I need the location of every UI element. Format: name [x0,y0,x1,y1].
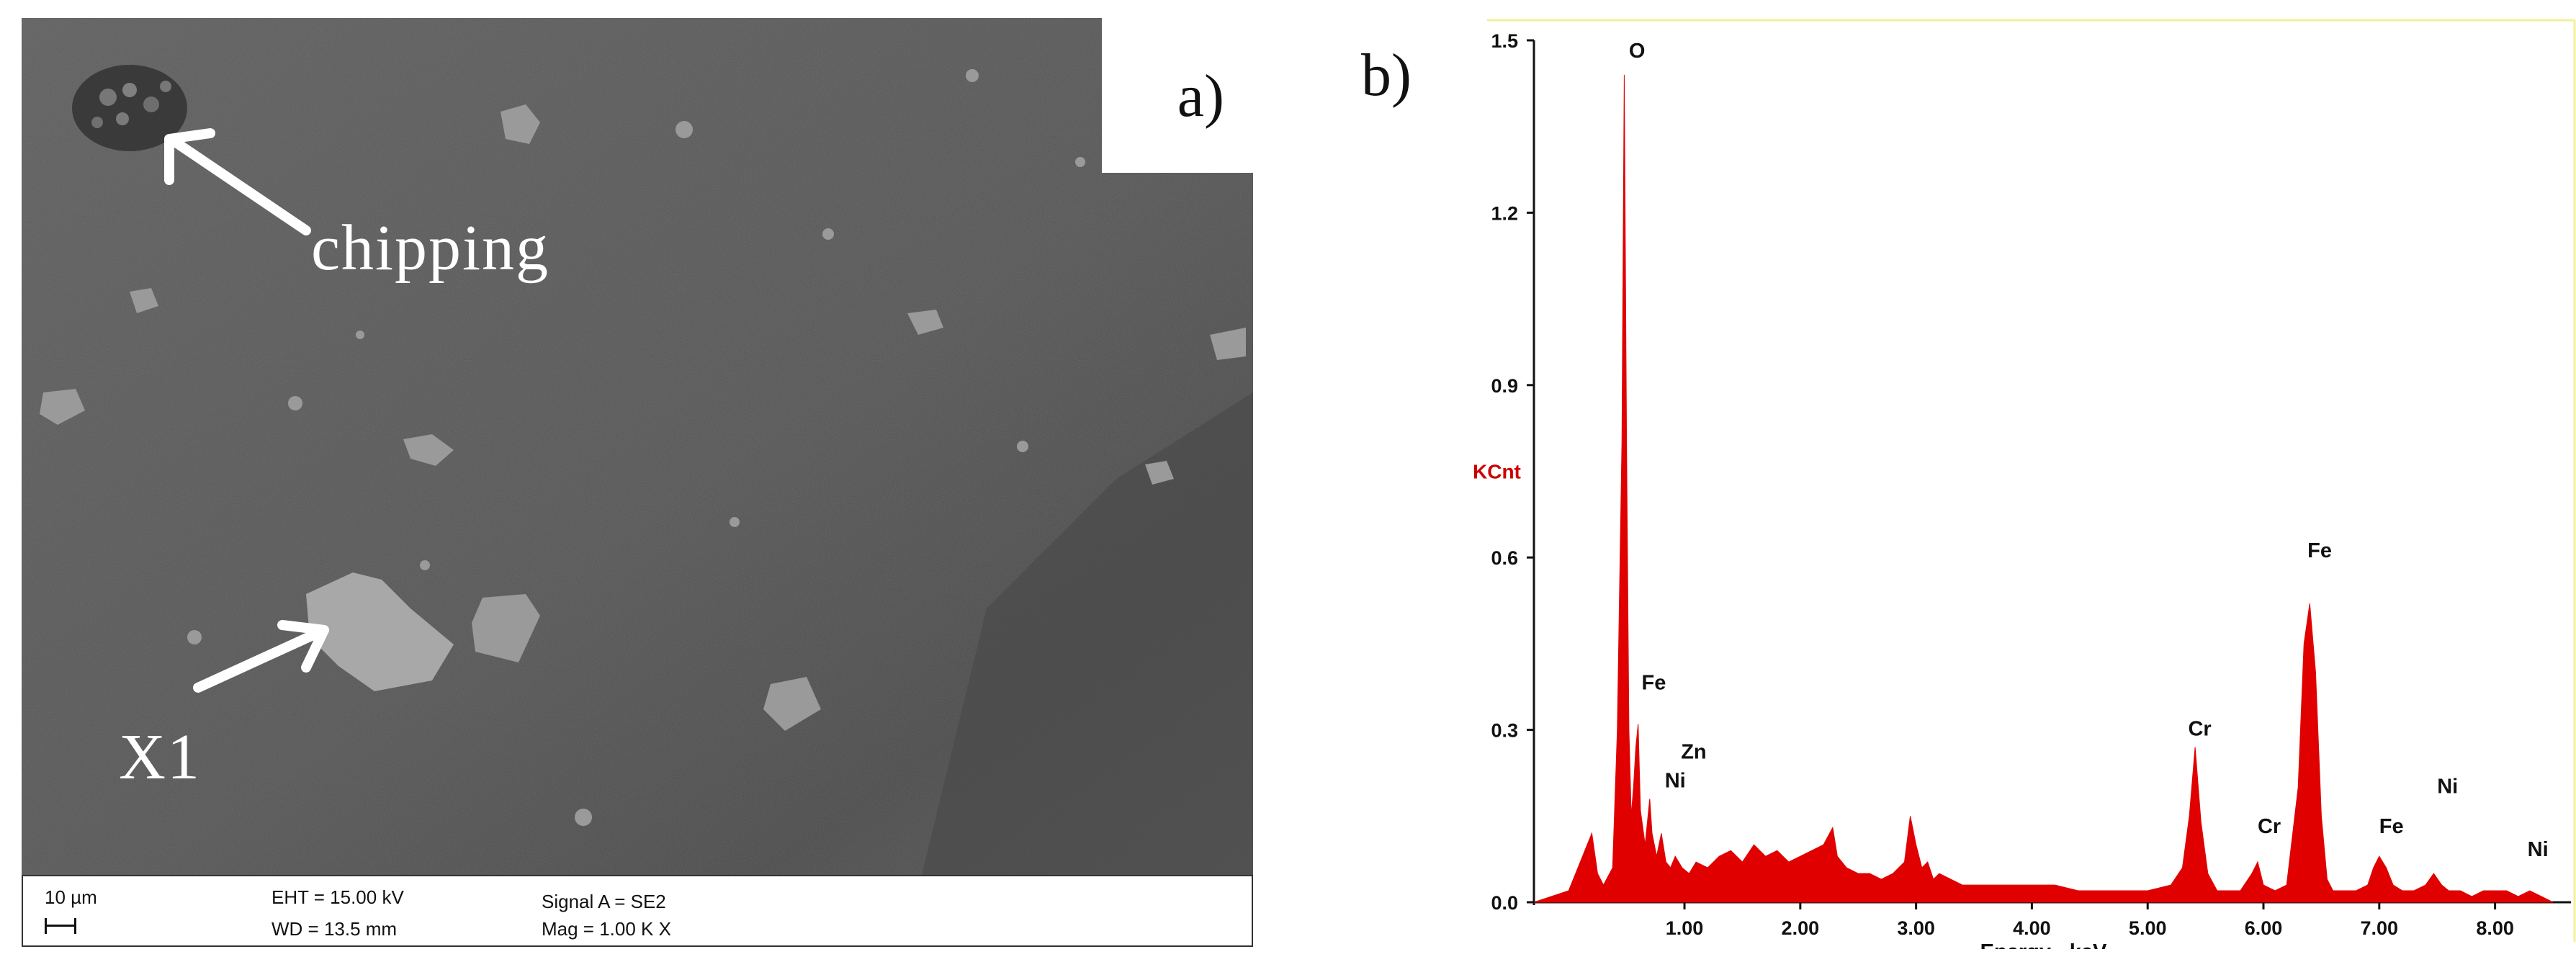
mag-value: Mag = 1.00 K X [542,918,671,940]
y-tick-label: 0.3 [1491,720,1518,742]
peak-label: Fe [2307,539,2332,562]
y-tick-label: 0.0 [1491,892,1518,914]
peak-label: Zn [1681,741,1706,764]
arrow-icon [164,128,329,693]
peak-label: O [1629,40,1646,63]
eht-value: EHT = 15.00 kV [271,886,404,908]
chipping-region [72,65,187,151]
y-tick-label: 0.6 [1491,547,1518,569]
peak-label: Cr [2258,815,2281,838]
y-tick-label: 1.5 [1491,30,1518,52]
scale-bar-label: 10 µm [45,886,97,908]
chipping-annotation: chipping [311,212,549,284]
peak-label: Fe [2379,815,2404,838]
sem-micrograph-panel: a) chipping X1 10 µm EHT = 15.00 kV WD =… [22,18,1253,947]
x-tick-label: 6.00 [2245,917,2283,939]
panel-b-label: b) [1361,42,1412,109]
sem-micrograph-image: a) chipping X1 [22,18,1253,875]
peak-label: Fe [1642,672,1666,695]
spectrum-area [1533,74,2554,903]
wd-value: WD = 13.5 mm [271,918,398,940]
x-tick-label: 4.00 [2013,917,2051,939]
x-tick-label: 8.00 [2476,917,2514,939]
panel-a-label: a) [1177,63,1224,130]
eds-spectrum-chart: 0.0 0.3 0.6 0.9 1.2 1.5 1.00 2.00 3.00 4.00 5.00 6.… [1473,19,2576,949]
x-tick-label: 1.00 [1666,917,1704,939]
particles [40,69,1246,826]
peak-label: Ni [1665,769,1686,792]
sem-info-bar: 10 µm EHT = 15.00 kV WD = 13.5 mm Signal… [22,875,1253,947]
particle-x1 [306,572,454,691]
sem-texture [22,18,1253,875]
x1-annotation: X1 [119,722,201,793]
signal-value: Signal A = SE2 [542,891,666,912]
x-tick-label: 2.00 [1782,917,1820,939]
eds-spectrum-panel: b) 0.0 0.3 0.6 0.9 1.2 1.5 1.00 2.00 3.00 4.00 5.0… [1361,13,2576,949]
x-tick-label: 7.00 [2361,917,2399,939]
peak-label: Ni [2437,775,2458,798]
x-axis-title: Energy - keV [1980,940,2107,949]
x-tick-label: 5.00 [2129,917,2167,939]
y-axis-title: KCnt [1473,461,1521,483]
peak-label: Cr [2188,718,2211,741]
peak-label: Ni [2528,838,2549,861]
y-tick-label: 1.2 [1491,202,1518,224]
y-tick-label: 0.9 [1491,375,1518,397]
x-tick-label: 3.00 [1897,917,1935,939]
panel-label-box: a) [1102,18,1253,173]
scale-bar-icon [45,918,76,934]
plot-area: 0.0 0.3 0.6 0.9 1.2 1.5 1.00 2.00 3.00 4.00 5.00 6.… [1473,30,2571,949]
